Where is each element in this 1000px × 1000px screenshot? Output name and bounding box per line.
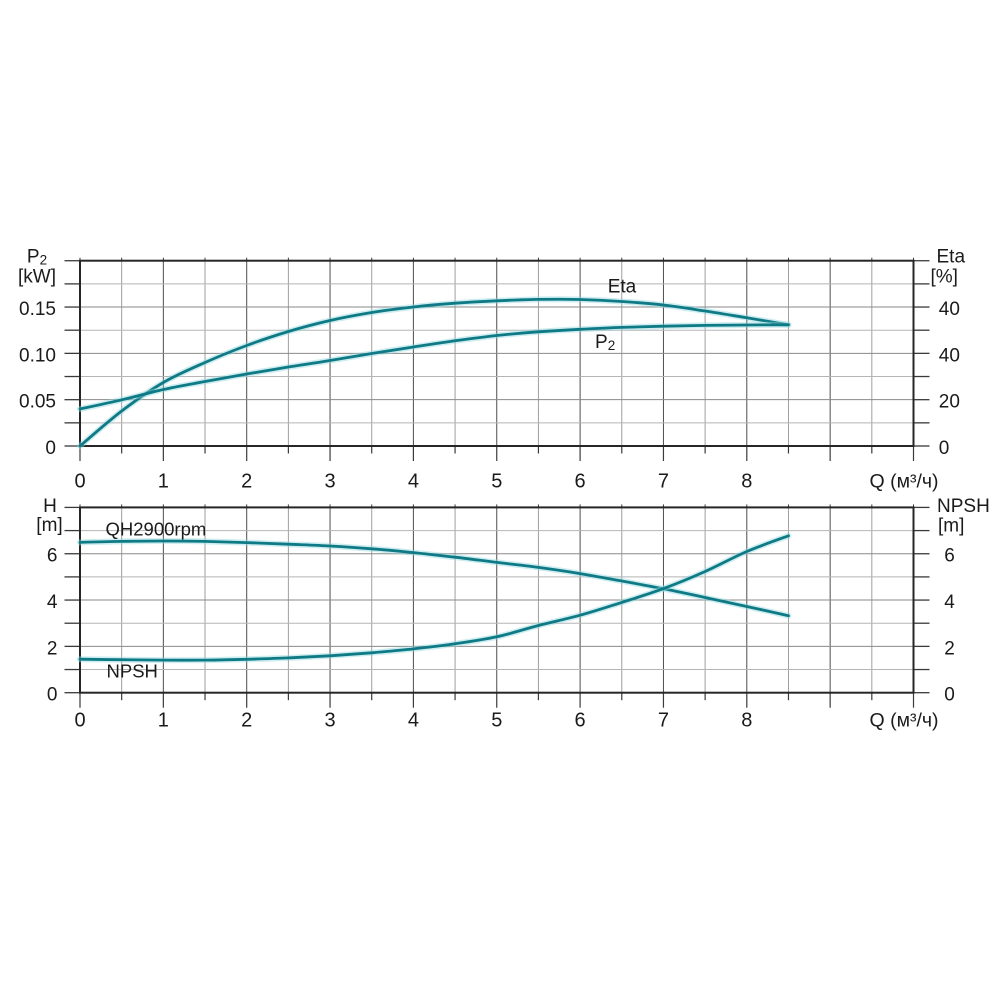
svg-text:P2: P2 (595, 332, 615, 353)
svg-text:20: 20 (939, 392, 960, 413)
svg-text:Q (м³/ч): Q (м³/ч) (870, 710, 939, 732)
svg-text:2: 2 (47, 638, 58, 659)
svg-text:0.05: 0.05 (19, 392, 56, 413)
svg-text:QH2900rpm: QH2900rpm (106, 519, 207, 540)
svg-text:Eta: Eta (937, 247, 966, 268)
svg-text:0: 0 (74, 710, 85, 732)
svg-text:3: 3 (324, 710, 335, 732)
svg-text:4: 4 (47, 592, 58, 613)
svg-text:3: 3 (324, 471, 335, 493)
svg-text:8: 8 (741, 471, 752, 493)
svg-text:7: 7 (658, 710, 669, 732)
svg-text:6: 6 (575, 710, 586, 732)
svg-text:0: 0 (944, 685, 955, 706)
svg-text:4: 4 (408, 710, 419, 732)
svg-text:0.10: 0.10 (19, 345, 56, 366)
svg-text:[kW]: [kW] (18, 267, 56, 288)
svg-text:0: 0 (74, 471, 85, 493)
svg-text:6: 6 (47, 546, 58, 567)
svg-text:[m]: [m] (938, 516, 964, 537)
svg-text:1: 1 (158, 471, 169, 493)
svg-text:40: 40 (939, 299, 960, 320)
svg-text:4: 4 (944, 592, 955, 613)
svg-text:6: 6 (944, 546, 955, 567)
svg-text:0: 0 (939, 438, 950, 459)
svg-text:[%]: [%] (931, 267, 958, 288)
svg-text:[m]: [m] (36, 515, 62, 536)
svg-text:6: 6 (575, 471, 586, 493)
svg-text:40: 40 (939, 345, 960, 366)
svg-text:5: 5 (491, 471, 502, 493)
svg-text:8: 8 (741, 710, 752, 732)
svg-text:NPSH: NPSH (937, 496, 990, 517)
svg-text:Q (м³/ч): Q (м³/ч) (870, 471, 939, 493)
svg-text:7: 7 (658, 471, 669, 493)
svg-text:2: 2 (944, 638, 955, 659)
svg-text:Eta: Eta (608, 277, 637, 298)
svg-text:P2: P2 (27, 247, 47, 268)
svg-text:1: 1 (158, 710, 169, 732)
svg-text:0: 0 (45, 438, 56, 459)
svg-text:2: 2 (241, 471, 252, 493)
svg-text:NPSH: NPSH (107, 661, 158, 682)
svg-text:2: 2 (241, 710, 252, 732)
svg-text:0.15: 0.15 (19, 299, 56, 320)
svg-text:0: 0 (47, 685, 58, 706)
svg-text:4: 4 (408, 471, 419, 493)
svg-text:H: H (43, 496, 57, 517)
svg-text:5: 5 (491, 710, 502, 732)
